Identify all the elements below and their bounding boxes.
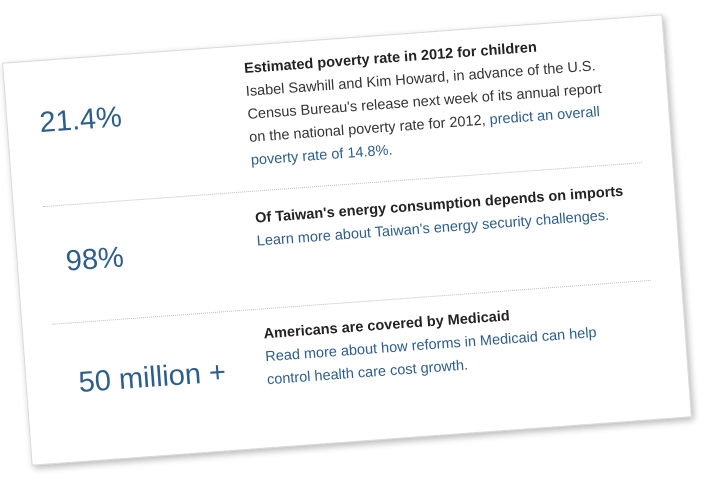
stat-description: Americans are covered by Medicaid Read m… (263, 296, 639, 392)
stats-card: 21.4% Estimated poverty rate in 2012 for… (2, 14, 692, 466)
stat-description: Estimated poverty rate in 2012 for child… (243, 31, 622, 173)
stat-value: 50 million + (77, 356, 228, 399)
stat-value: 21.4% (38, 101, 123, 140)
stat-description: Of Taiwan's energy consumption depends o… (254, 180, 628, 253)
stat-value: 98% (64, 241, 125, 278)
